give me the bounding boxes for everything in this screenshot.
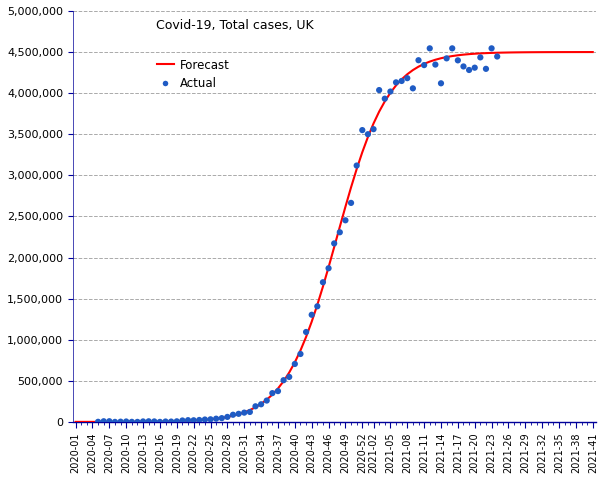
Point [492, 53, 502, 60]
Point [228, 411, 238, 419]
Point [245, 408, 255, 416]
Point [374, 86, 384, 94]
Point [425, 45, 434, 52]
Point [453, 57, 463, 64]
Point [329, 240, 339, 247]
Point [442, 55, 451, 62]
Point [476, 54, 485, 61]
Point [161, 418, 171, 425]
Point [223, 413, 232, 421]
Point [183, 416, 193, 424]
Point [431, 61, 440, 69]
Point [459, 62, 468, 70]
Point [346, 199, 356, 207]
Point [267, 389, 277, 397]
Point [352, 162, 362, 169]
Point [341, 216, 350, 224]
Point [172, 418, 182, 425]
Point [301, 328, 311, 336]
Point [116, 418, 125, 425]
Point [127, 418, 137, 426]
Point [318, 278, 328, 286]
Point [385, 88, 395, 96]
Point [132, 418, 142, 426]
Point [234, 410, 243, 418]
Point [144, 418, 154, 425]
Point [290, 360, 299, 368]
Point [296, 350, 306, 358]
Point [368, 125, 378, 133]
Point [447, 45, 457, 52]
Point [380, 95, 390, 103]
Point [419, 61, 429, 69]
Point [149, 418, 159, 425]
Point [284, 373, 294, 381]
Point [436, 80, 446, 87]
Point [211, 415, 221, 422]
Point [397, 77, 407, 85]
Point [122, 418, 131, 425]
Point [414, 56, 424, 64]
Point [200, 416, 210, 423]
Point [250, 402, 260, 410]
Point [93, 418, 103, 426]
Text: Covid-19, Total cases, UK: Covid-19, Total cases, UK [157, 19, 314, 32]
Point [105, 418, 114, 425]
Point [324, 264, 333, 272]
Point [194, 416, 204, 424]
Point [363, 131, 373, 138]
Legend: Forecast, Actual: Forecast, Actual [152, 54, 235, 95]
Point [358, 126, 367, 134]
Point [189, 417, 198, 424]
Point [273, 387, 283, 395]
Point [391, 79, 401, 86]
Point [99, 418, 108, 425]
Point [155, 418, 165, 426]
Point [464, 66, 474, 74]
Point [217, 414, 227, 422]
Point [240, 409, 249, 417]
Point [262, 396, 272, 404]
Point [402, 74, 412, 82]
Point [279, 376, 289, 384]
Point [206, 416, 215, 423]
Point [470, 64, 480, 72]
Point [481, 65, 491, 72]
Point [166, 418, 176, 425]
Point [178, 417, 188, 424]
Point [408, 84, 417, 92]
Point [257, 400, 266, 408]
Point [110, 418, 120, 426]
Point [307, 311, 316, 319]
Point [487, 45, 497, 52]
Point [335, 228, 345, 236]
Point [312, 302, 322, 310]
Point [138, 418, 148, 425]
